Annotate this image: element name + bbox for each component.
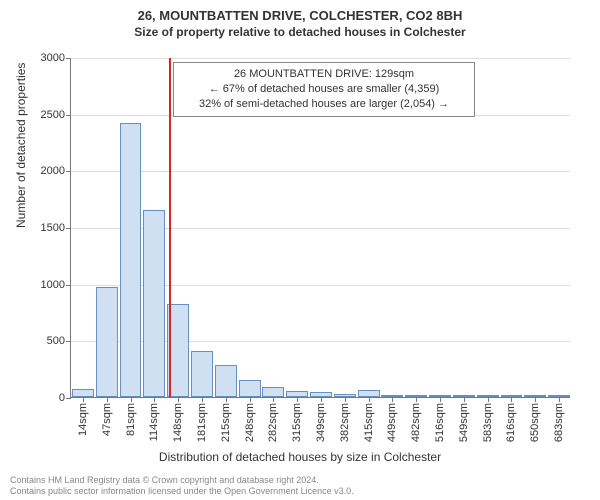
x-tick-label: 248sqm [244,403,256,442]
y-tickmark [66,58,71,59]
y-tick-label: 1500 [41,222,65,234]
x-tickmark [131,397,132,402]
x-tickmark [178,397,179,402]
x-tick-label: 583sqm [482,403,494,442]
y-tickmark [66,228,71,229]
y-tick-label: 3000 [41,52,65,64]
property-marker-line [169,58,171,397]
gridline [71,58,570,59]
x-tick-label: 616sqm [505,403,517,442]
x-tick-label: 148sqm [172,403,184,442]
x-tickmark [535,397,536,402]
x-tick-label: 315sqm [291,403,303,442]
x-tick-label: 516sqm [434,403,446,442]
x-tickmark [250,397,251,402]
gridline [71,171,570,172]
y-tickmark [66,341,71,342]
x-tick-label: 215sqm [220,403,232,442]
histogram-bar [143,210,165,397]
annotation-box: 26 MOUNTBATTEN DRIVE: 129sqm← 67% of det… [173,62,475,117]
x-tick-label: 349sqm [315,403,327,442]
x-tick-label: 382sqm [339,403,351,442]
y-tickmark [66,115,71,116]
histogram-bar [191,351,213,397]
x-tickmark [83,397,84,402]
x-tickmark [345,397,346,402]
x-tickmark [559,397,560,402]
x-tick-label: 482sqm [410,403,422,442]
x-tickmark [416,397,417,402]
x-tick-label: 181sqm [196,403,208,442]
x-tick-label: 549sqm [458,403,470,442]
histogram-bar [215,365,237,397]
x-tickmark [392,397,393,402]
x-tick-label: 449sqm [386,403,398,442]
x-tick-label: 14sqm [77,403,89,436]
histogram-bar [262,387,284,397]
footer-line-1: Contains HM Land Registry data © Crown c… [10,475,354,486]
x-tickmark [273,397,274,402]
annotation-line: 32% of semi-detached houses are larger (… [182,97,466,112]
annotation-line: 26 MOUNTBATTEN DRIVE: 129sqm [182,67,466,82]
x-tick-label: 683sqm [553,403,565,442]
x-tick-label: 282sqm [267,403,279,442]
x-tickmark [154,397,155,402]
annotation-line: ← 67% of detached houses are smaller (4,… [182,82,466,97]
x-tickmark [297,397,298,402]
histogram-bar [72,389,94,397]
y-tick-label: 2000 [41,165,65,177]
x-tick-label: 47sqm [101,403,113,436]
x-tickmark [440,397,441,402]
chart-area: 05001000150020002500300014sqm47sqm81sqm1… [70,58,570,398]
x-tickmark [202,397,203,402]
y-tickmark [66,171,71,172]
x-tick-label: 114sqm [148,403,160,441]
histogram-bar [239,380,261,397]
x-tickmark [369,397,370,402]
histogram-bar [96,287,118,397]
page-subtitle: Size of property relative to detached ho… [0,23,600,45]
y-tickmark [66,285,71,286]
x-axis-label: Distribution of detached houses by size … [0,450,600,464]
histogram-bar [358,390,380,397]
x-tick-label: 415sqm [363,403,375,442]
y-tick-label: 0 [59,392,65,404]
y-tick-label: 500 [47,335,65,347]
x-tickmark [107,397,108,402]
histogram-bar [120,123,142,397]
x-tickmark [321,397,322,402]
y-tickmark [66,398,71,399]
plot-region: 05001000150020002500300014sqm47sqm81sqm1… [70,58,570,398]
x-tickmark [464,397,465,402]
y-tick-label: 2500 [41,109,65,121]
y-axis-label: Number of detached properties [14,63,28,228]
x-tick-label: 650sqm [529,403,541,442]
footer-attribution: Contains HM Land Registry data © Crown c… [10,475,354,497]
page-title: 26, MOUNTBATTEN DRIVE, COLCHESTER, CO2 8… [0,0,600,23]
x-tickmark [488,397,489,402]
footer-line-2: Contains public sector information licen… [10,486,354,497]
x-tick-label: 81sqm [125,403,137,436]
x-tickmark [511,397,512,402]
y-tick-label: 1000 [41,279,65,291]
x-tickmark [226,397,227,402]
